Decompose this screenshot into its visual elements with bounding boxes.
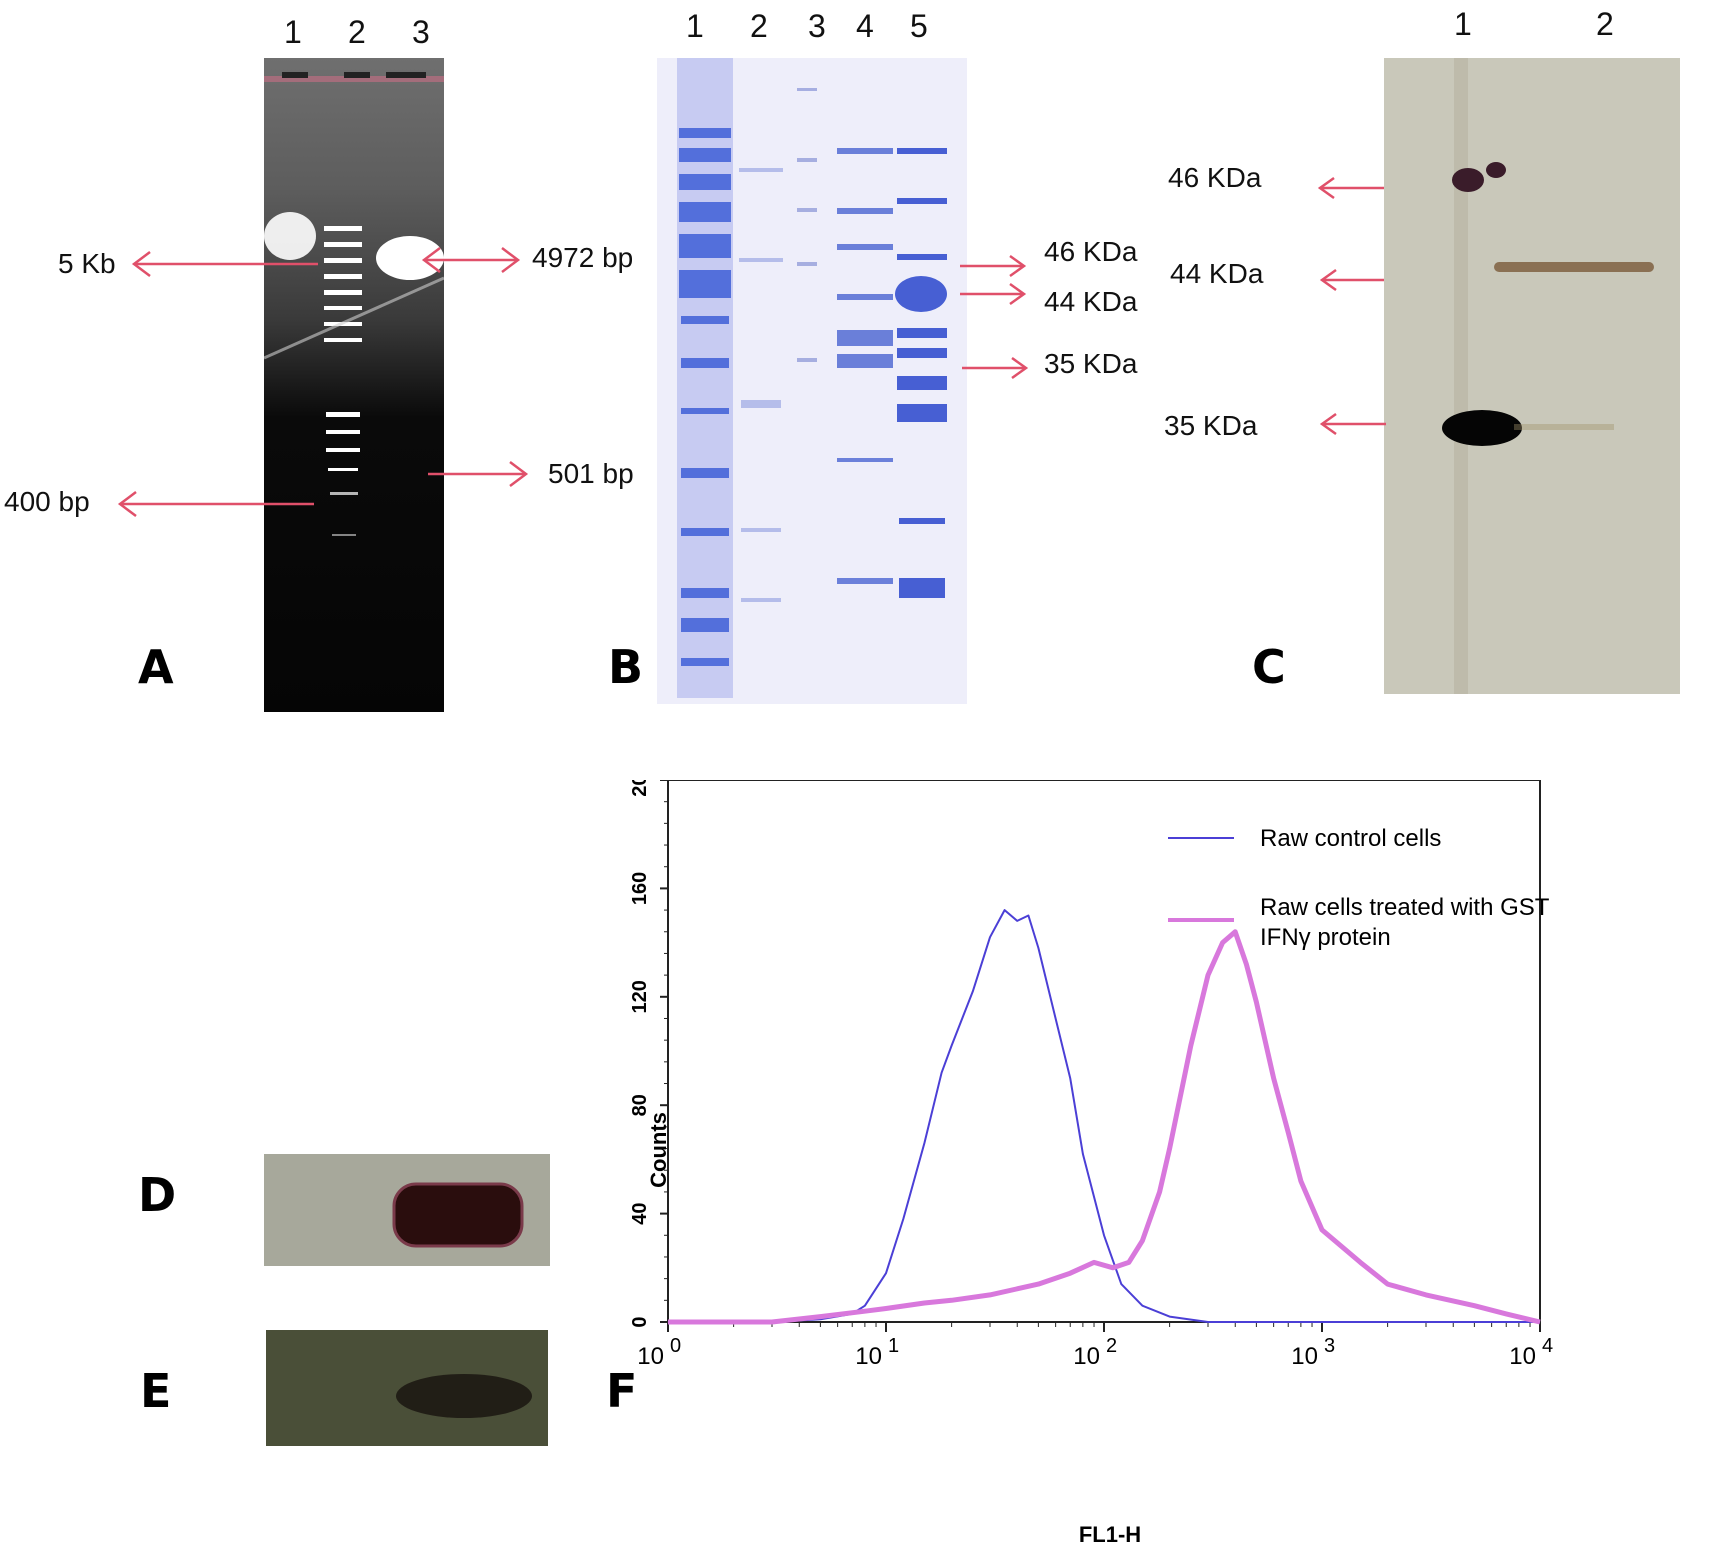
marker-5kb: 5 Kb [58, 248, 116, 279]
panel-a-lane-2: 2 [348, 14, 366, 50]
marker-4972bp: 4972 bp [532, 242, 634, 273]
panel-a-arrows [117, 247, 529, 517]
panel-b-arrows [960, 254, 1029, 380]
panel-c-lane-2: 2 [1596, 6, 1614, 42]
x-tick-label: 10 [1073, 1343, 1100, 1370]
series-line-control [668, 909, 1540, 1323]
panel-b-lane-4: 4 [856, 8, 874, 44]
panel-c-letter: C [1252, 640, 1286, 694]
y-axis-label: Counts [646, 1112, 671, 1188]
flow-cytometry-histogram: 0 40 80 120 160 200 10 0 10 1 10 2 10 3 10 4 Counts FL… [629, 780, 1556, 1547]
x-tick-exponent: 2 [1106, 1335, 1117, 1357]
y-tick-label: 40 [629, 1202, 651, 1224]
western-blot-e-image [266, 1330, 548, 1446]
legend: Raw control cells Raw cells treated with… [1168, 825, 1556, 951]
y-tick-label: 120 [629, 980, 651, 1013]
agarose-gel-image [263, 58, 445, 712]
x-tick-exponent: 1 [888, 1335, 899, 1357]
panel-b-lane-3: 3 [808, 8, 826, 44]
panel-b-letter: B [608, 640, 644, 694]
western-blot-c-image [1384, 58, 1680, 694]
sds-page-gel-bands [677, 58, 947, 698]
panel-c-marker-46kda: 46 KDa [1168, 162, 1262, 193]
series-line-treated [668, 929, 1541, 1325]
plot-frame [667, 780, 1541, 1323]
sds-page-gel-image [657, 58, 967, 704]
x-axis: 10 0 10 1 10 2 10 3 10 4 [637, 1322, 1553, 1370]
panel-b-lane-5: 5 [910, 8, 928, 44]
y-tick-label: 80 [629, 1094, 651, 1116]
y-tick-label: 200 [629, 780, 651, 797]
panel-b-marker-44kda: 44 KDa [1044, 286, 1138, 317]
panel-c-lane-1: 1 [1454, 6, 1472, 42]
x-axis-label: FL1-H [1079, 1522, 1141, 1547]
y-axis: 0 40 80 120 160 200 [629, 780, 668, 1328]
legend-label-control: Raw control cells [1260, 825, 1441, 852]
x-tick-exponent: 4 [1542, 1335, 1553, 1357]
marker-501bp: 501 bp [548, 458, 634, 489]
western-blot-d-image [264, 1154, 550, 1266]
panel-d-letter: D [138, 1168, 177, 1222]
panel-b-marker-35kda: 35 KDa [1044, 348, 1138, 379]
panel-f-letter: F [606, 1364, 638, 1418]
x-tick-label: 10 [1291, 1343, 1318, 1370]
western-blot-d-band [392, 1182, 524, 1248]
marker-400bp: 400 bp [4, 486, 90, 517]
agarose-gel-bands [263, 72, 445, 536]
x-tick-label: 10 [1509, 1343, 1536, 1370]
x-tick-label: 10 [855, 1343, 882, 1370]
x-tick-label: 10 [637, 1343, 664, 1370]
panel-a-lane-1: 1 [284, 14, 302, 50]
legend-label-treated: Raw cells treated with GST IFNγ protein [1260, 894, 1556, 951]
x-tick-exponent: 0 [670, 1335, 681, 1357]
panel-a-lane-3: 3 [412, 14, 430, 50]
panel-b-lane-2: 2 [750, 8, 768, 44]
panel-b-lane-1: 1 [686, 8, 704, 44]
western-blot-e-band [396, 1374, 532, 1418]
y-tick-label: 160 [629, 872, 651, 905]
series-layer [667, 909, 1541, 1325]
y-tick-label: 0 [629, 1316, 651, 1327]
x-tick-exponent: 3 [1324, 1335, 1335, 1357]
panel-b-marker-46kda: 46 KDa [1044, 236, 1138, 267]
panel-c-arrows [1317, 176, 1386, 436]
western-blot-c-bands [1442, 58, 1654, 694]
panel-a-letter: A [138, 640, 174, 694]
panel-c-marker-35kda: 35 KDa [1164, 410, 1258, 441]
panel-e-letter: E [140, 1364, 172, 1418]
panel-c-marker-44kda: 44 KDa [1170, 258, 1264, 289]
